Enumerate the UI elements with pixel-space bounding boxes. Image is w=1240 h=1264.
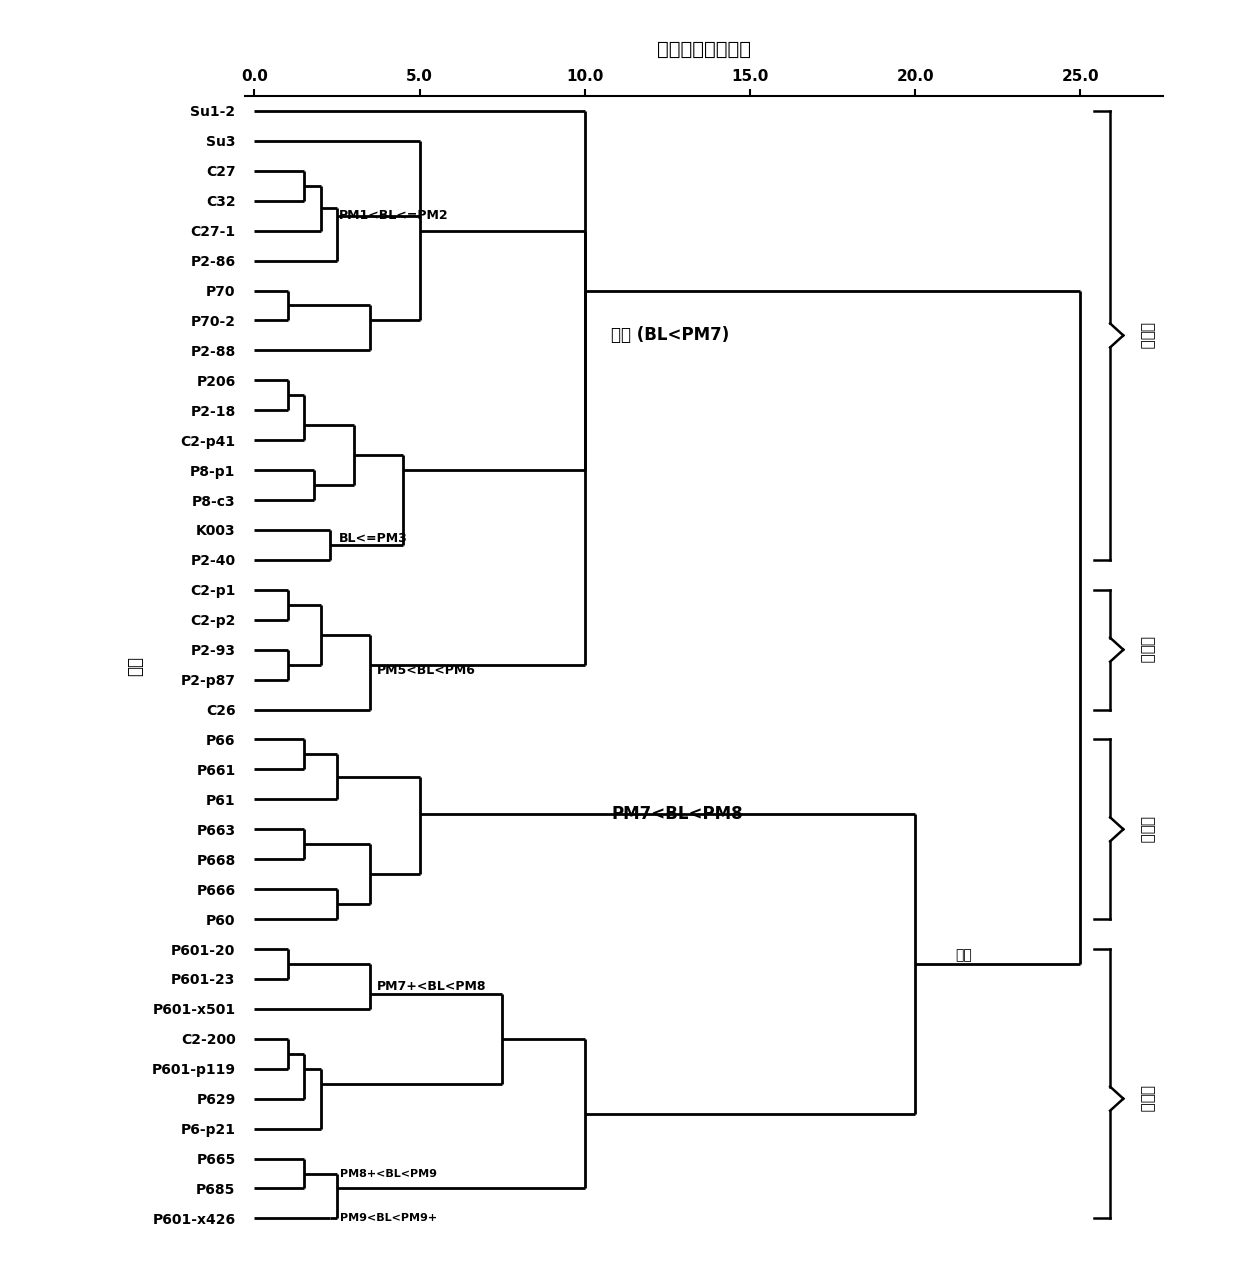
Text: 西翼: 西翼 [955, 948, 972, 962]
Text: PM1<BL<=PM2: PM1<BL<=PM2 [339, 210, 449, 222]
Text: 陵坡带: 陵坡带 [1140, 636, 1154, 664]
Text: PM7+<BL<PM8: PM7+<BL<PM8 [377, 980, 486, 994]
Text: 缓坡带: 缓坡带 [1140, 815, 1154, 843]
Text: 陵坡带: 陵坡带 [1140, 1085, 1154, 1112]
Text: PM5<BL<PM6: PM5<BL<PM6 [377, 664, 476, 678]
Y-axis label: 井号: 井号 [126, 656, 145, 676]
Text: PM8+<BL<PM9: PM8+<BL<PM9 [340, 1168, 438, 1178]
Title: 聚类重新标定距离: 聚类重新标定距离 [657, 40, 750, 59]
Text: 东翼 (BL<PM7): 东翼 (BL<PM7) [611, 326, 729, 344]
Text: BL<=PM3: BL<=PM3 [339, 532, 408, 546]
Text: PM9<BL<PM9+: PM9<BL<PM9+ [340, 1213, 438, 1224]
Text: PM7<BL<PM8: PM7<BL<PM8 [611, 805, 743, 823]
Text: 缓坡带: 缓坡带 [1140, 322, 1154, 349]
